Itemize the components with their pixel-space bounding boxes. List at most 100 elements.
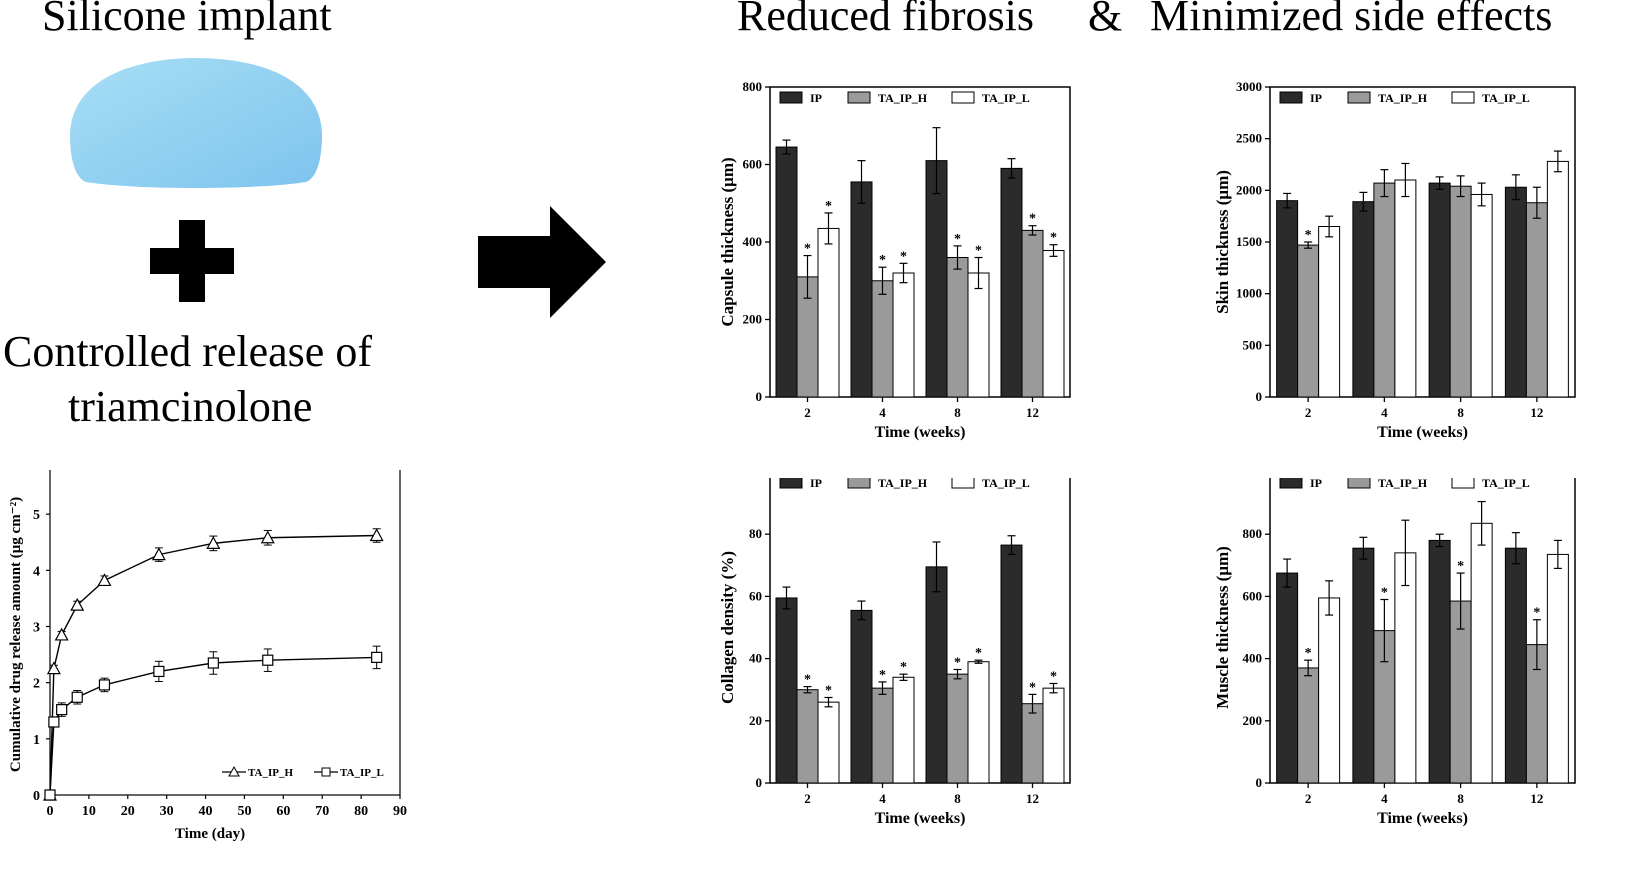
significance-marker: * bbox=[879, 668, 886, 683]
significance-marker: * bbox=[900, 660, 907, 675]
bar-ip bbox=[1504, 186, 1527, 398]
data-point-triangle bbox=[97, 573, 112, 587]
release-line-chart: 01234560102030405060708090TA_IP_HTA_IP_L… bbox=[8, 470, 407, 842]
y-axis-label: Skin thickness (μm) bbox=[1213, 170, 1232, 314]
data-point-square bbox=[371, 651, 383, 663]
y-tick-label: 600 bbox=[743, 157, 763, 172]
data-point-square bbox=[56, 704, 68, 716]
significance-marker: * bbox=[1029, 212, 1036, 227]
legend-swatch-ta_ip_l bbox=[951, 478, 975, 489]
bar-ta_ip_h bbox=[1449, 185, 1472, 398]
x-tick-label: 12 bbox=[1026, 405, 1039, 420]
y-tick-label: 0 bbox=[33, 789, 40, 804]
silicone-implant-shape bbox=[70, 58, 322, 188]
x-tick-label: 2 bbox=[1305, 405, 1312, 420]
x-tick-label: 8 bbox=[954, 791, 961, 806]
legend-swatch-ip bbox=[1279, 478, 1303, 489]
bar-ta_ip_l bbox=[817, 701, 840, 784]
y-tick-label: 100 bbox=[743, 478, 763, 479]
legend-swatch-ta_ip_l bbox=[951, 91, 975, 104]
y-tick-label: 400 bbox=[1243, 651, 1263, 666]
bar-ip bbox=[1504, 547, 1527, 784]
legend-swatch-ta_ip_l bbox=[1451, 91, 1475, 104]
bar-ta_ip_h bbox=[1021, 703, 1044, 784]
bar-ta_ip_l bbox=[1318, 226, 1341, 398]
capsule-thickness-bar-chart: 0 200 400 600 800 2 * * 4 * * 8 * * 12 * * IP TA_IP_H TA_IP… bbox=[718, 79, 1071, 441]
y-tick-label: 400 bbox=[743, 234, 763, 249]
y-axis-label: Collagen density (%) bbox=[718, 551, 737, 704]
bar-ta_ip_l bbox=[1470, 522, 1493, 784]
x-tick-label: 80 bbox=[354, 804, 368, 819]
legend-swatch-ta_ip_h bbox=[847, 478, 871, 489]
data-point-triangle bbox=[151, 547, 166, 561]
bar-ta_ip_l bbox=[1042, 687, 1065, 784]
bar-ta_ip_l bbox=[1546, 160, 1569, 398]
muscle-thickness-bar-chart: 0 200 400 600 800 1000 2 * 4 * 8 * 12 * IP TA_IP_H TA_IP… bbox=[1213, 478, 1576, 827]
bar-ip bbox=[775, 146, 798, 398]
y-tick-label: 2000 bbox=[1236, 182, 1262, 197]
right-arrow-icon bbox=[478, 206, 606, 318]
bar-ip bbox=[1276, 572, 1299, 784]
y-tick-label: 3 bbox=[33, 621, 40, 636]
x-tick-label: 40 bbox=[199, 804, 213, 819]
significance-marker: * bbox=[1533, 606, 1540, 621]
x-tick-label: 2 bbox=[804, 405, 811, 420]
y-tick-label: 200 bbox=[1243, 713, 1263, 728]
data-point-square bbox=[98, 679, 111, 691]
bar-ta_ip_l bbox=[967, 272, 990, 398]
y-tick-label: 2500 bbox=[1236, 131, 1262, 146]
bar-ip bbox=[925, 566, 948, 784]
bar-ip bbox=[850, 609, 873, 784]
bar-ip bbox=[1276, 200, 1299, 398]
significance-marker: * bbox=[975, 244, 982, 259]
y-tick-label: 800 bbox=[743, 79, 763, 94]
y-tick-label: 3000 bbox=[1236, 79, 1262, 94]
legend-swatch-ip bbox=[779, 91, 803, 104]
significance-marker: * bbox=[1457, 559, 1464, 574]
data-point-square bbox=[44, 789, 56, 801]
y-tick-label: 600 bbox=[1243, 588, 1263, 603]
bar-ta_ip_l bbox=[1470, 193, 1493, 398]
legend-label: IP bbox=[1310, 478, 1322, 490]
plot-frame bbox=[769, 478, 1071, 784]
significance-marker: * bbox=[1381, 586, 1388, 601]
significance-marker: * bbox=[804, 673, 811, 688]
y-tick-label: 800 bbox=[1243, 526, 1263, 541]
legend-label: IP bbox=[1310, 91, 1322, 105]
bar-ip bbox=[1352, 547, 1375, 784]
legend-label: IP bbox=[810, 91, 822, 105]
y-axis-label: Muscle thickness (μm) bbox=[1213, 546, 1232, 709]
bar-ip bbox=[1428, 539, 1451, 784]
legend-swatch-ta_ip_h bbox=[1347, 91, 1371, 104]
x-tick-label: 12 bbox=[1530, 791, 1543, 806]
effect-title-fibrosis: Reduced fibrosis bbox=[737, 0, 1034, 40]
y-tick-label: 40 bbox=[749, 651, 762, 666]
x-axis-label: Time (weeks) bbox=[875, 810, 966, 827]
y-tick-label: 500 bbox=[1243, 337, 1263, 352]
x-tick-label: 0 bbox=[47, 804, 54, 819]
legend-label: TA_IP_H bbox=[248, 767, 293, 779]
bar-ta_ip_h bbox=[796, 689, 819, 784]
collagen-density-bar-chart: 0 20 40 60 80 100 2 * * 4 * * 8 * * 12 * * IP TA_IP_H TA_IP_… bbox=[718, 478, 1071, 827]
bar-ip bbox=[1428, 182, 1451, 398]
bar-ta_ip_h bbox=[946, 257, 969, 398]
release-title-line2: triamcinolone bbox=[68, 382, 313, 431]
significance-marker: * bbox=[954, 232, 961, 247]
significance-marker: * bbox=[975, 646, 982, 661]
effect-title-side-effects: Minimized side effects bbox=[1150, 0, 1553, 40]
bar-ta_ip_l bbox=[1546, 553, 1569, 784]
x-tick-label: 4 bbox=[1381, 405, 1388, 420]
y-tick-label: 1500 bbox=[1236, 234, 1262, 249]
significance-marker: * bbox=[825, 199, 832, 214]
bar-ta_ip_l bbox=[1394, 179, 1417, 398]
significance-marker: * bbox=[900, 249, 907, 264]
implant-title: Silicone implant bbox=[42, 0, 332, 40]
y-axis-label: Capsule thickness (μm) bbox=[718, 157, 737, 326]
bar-ip bbox=[1000, 167, 1023, 398]
legend-swatch-ta_ip_h bbox=[1347, 478, 1371, 489]
significance-marker: * bbox=[1305, 228, 1312, 243]
x-tick-label: 12 bbox=[1530, 405, 1543, 420]
bar-ta_ip_l bbox=[1042, 250, 1065, 398]
significance-marker: * bbox=[1029, 680, 1036, 695]
x-tick-label: 4 bbox=[879, 405, 886, 420]
